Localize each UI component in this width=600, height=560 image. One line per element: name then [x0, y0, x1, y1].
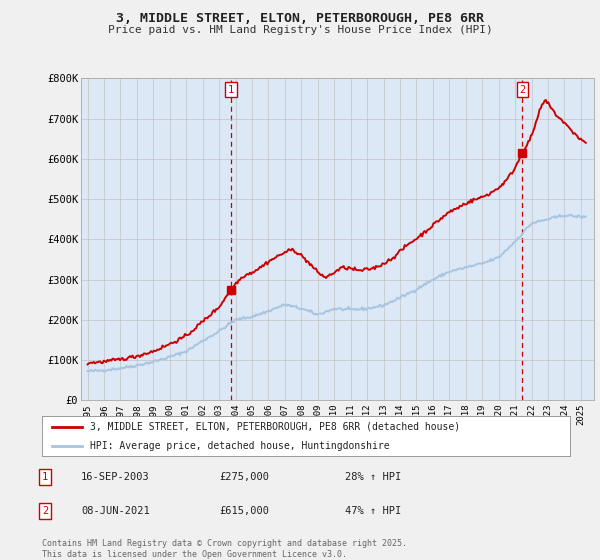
Text: 1: 1	[227, 85, 234, 95]
Text: 1: 1	[42, 472, 48, 482]
Text: Contains HM Land Registry data © Crown copyright and database right 2025.
This d: Contains HM Land Registry data © Crown c…	[42, 539, 407, 559]
Text: 3, MIDDLE STREET, ELTON, PETERBOROUGH, PE8 6RR: 3, MIDDLE STREET, ELTON, PETERBOROUGH, P…	[116, 12, 484, 25]
Text: 16-SEP-2003: 16-SEP-2003	[81, 472, 150, 482]
Text: £615,000: £615,000	[219, 506, 269, 516]
Text: HPI: Average price, detached house, Huntingdonshire: HPI: Average price, detached house, Hunt…	[89, 441, 389, 450]
Text: 2: 2	[42, 506, 48, 516]
Text: £275,000: £275,000	[219, 472, 269, 482]
Text: 28% ↑ HPI: 28% ↑ HPI	[345, 472, 401, 482]
Text: 3, MIDDLE STREET, ELTON, PETERBOROUGH, PE8 6RR (detached house): 3, MIDDLE STREET, ELTON, PETERBOROUGH, P…	[89, 422, 460, 432]
Text: 47% ↑ HPI: 47% ↑ HPI	[345, 506, 401, 516]
Text: 2: 2	[519, 85, 526, 95]
Text: Price paid vs. HM Land Registry's House Price Index (HPI): Price paid vs. HM Land Registry's House …	[107, 25, 493, 35]
Text: 08-JUN-2021: 08-JUN-2021	[81, 506, 150, 516]
